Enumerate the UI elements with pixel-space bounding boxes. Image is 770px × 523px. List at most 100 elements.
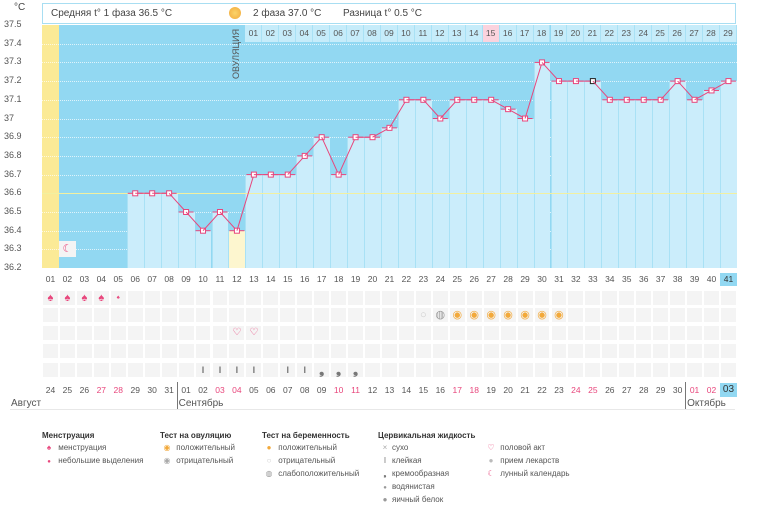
cycle-day-label: 22 bbox=[401, 274, 412, 284]
legend-item: ● водянистая bbox=[378, 482, 435, 491]
legend-title-pregnancy-test: Тест на беременность bbox=[262, 431, 350, 440]
date-label: 11 bbox=[351, 385, 360, 395]
symbol-cell bbox=[364, 343, 381, 359]
phase2-day-label: 05 bbox=[313, 25, 331, 42]
temp-bar bbox=[126, 193, 144, 268]
symbol-cell bbox=[550, 362, 568, 378]
symbol-cell bbox=[652, 325, 670, 341]
date-label: 03 bbox=[215, 385, 225, 395]
cycle-day-label: 12 bbox=[232, 274, 242, 284]
cycle-day-label: 09 bbox=[181, 274, 191, 284]
cycle-day-label: 16 bbox=[299, 274, 310, 284]
symbol-cell bbox=[516, 307, 534, 323]
temp-bar bbox=[550, 81, 568, 268]
symbol-cell bbox=[465, 307, 483, 323]
creamy-icon: ❟ bbox=[353, 362, 359, 377]
date-label: 03 bbox=[720, 383, 737, 397]
creamy-icon: ❟ bbox=[319, 362, 325, 377]
symbol-cell bbox=[703, 343, 720, 359]
y-tick-label: 37.4 bbox=[4, 37, 22, 48]
symbol-cell bbox=[601, 325, 619, 341]
menstruation-icon: ♠ bbox=[47, 292, 54, 304]
symbol-cell bbox=[584, 290, 602, 306]
month-label: Август bbox=[11, 398, 42, 409]
temp-bar bbox=[618, 99, 636, 268]
symbol-cell bbox=[92, 343, 110, 359]
symbol-cell bbox=[381, 325, 398, 341]
symbol-cell bbox=[431, 343, 449, 359]
symbol-cell bbox=[126, 307, 144, 323]
symbol-cell bbox=[75, 307, 93, 323]
symbol-cell bbox=[482, 290, 500, 306]
symbol-cell bbox=[42, 362, 59, 378]
symbol-cell bbox=[330, 290, 348, 306]
y-tick-label: 36.6 bbox=[4, 187, 22, 198]
date-label: 29 bbox=[130, 385, 140, 395]
legend-title-ovulation-test: Тест на овуляцию bbox=[160, 431, 232, 440]
temp-bar bbox=[279, 174, 297, 268]
symbol-cell bbox=[313, 325, 331, 341]
heart-icon: ♡ bbox=[487, 443, 495, 452]
symbol-cell bbox=[313, 362, 331, 378]
symbol-cell bbox=[160, 307, 178, 323]
cycle-day-label: 06 bbox=[130, 274, 140, 284]
temp-bar bbox=[482, 99, 500, 268]
line-segment bbox=[677, 80, 695, 101]
symbol-cell bbox=[160, 290, 178, 306]
line-segment bbox=[185, 211, 204, 232]
temp-point[interactable] bbox=[386, 124, 393, 131]
date-label: 18 bbox=[469, 385, 479, 395]
cycle-day-label: 35 bbox=[622, 274, 632, 284]
symbol-cell bbox=[330, 362, 348, 378]
symbol-cell bbox=[584, 362, 602, 378]
symbol-cell bbox=[211, 325, 229, 341]
symbol-cell bbox=[42, 290, 59, 306]
symbol-cell bbox=[228, 290, 246, 306]
symbol-cell bbox=[397, 307, 415, 323]
symbol-cell bbox=[431, 290, 449, 306]
symbol-cell bbox=[126, 290, 144, 306]
phase2-day-label: 15 bbox=[482, 25, 500, 42]
phase2-day-label: 26 bbox=[669, 25, 687, 42]
cycle-day-label: 41 bbox=[720, 273, 737, 286]
temp-point[interactable] bbox=[725, 78, 732, 85]
symbol-cell bbox=[686, 362, 704, 378]
temp-bar bbox=[347, 137, 365, 268]
menstruation-icon: ♠ bbox=[81, 292, 88, 304]
temp-bar bbox=[465, 99, 483, 268]
line-segment bbox=[524, 62, 543, 119]
phase2-day-label: 17 bbox=[516, 25, 534, 42]
symbol-cell bbox=[516, 290, 534, 306]
symbol-cell bbox=[109, 307, 127, 323]
symbol-cell bbox=[58, 343, 76, 359]
grid-line bbox=[42, 118, 737, 120]
symbol-cell bbox=[686, 343, 704, 359]
temp-difference: Разница t° 0.5 °C bbox=[343, 8, 423, 19]
cycle-day-label: 01 bbox=[45, 274, 56, 284]
cycle-day-label: 07 bbox=[147, 274, 157, 284]
symbol-cell bbox=[211, 343, 229, 359]
symbol-cell bbox=[279, 290, 297, 306]
symbol-cell bbox=[601, 290, 619, 306]
symbol-cell bbox=[42, 343, 59, 359]
menstruation-icon: ♠ bbox=[116, 295, 120, 301]
line-segment bbox=[219, 211, 238, 232]
symbol-cell bbox=[635, 290, 653, 306]
symbol-cell bbox=[516, 343, 534, 359]
phase2-day-label: 02 bbox=[262, 25, 280, 42]
symbol-cell bbox=[160, 362, 178, 378]
sticky-icon: I bbox=[383, 456, 387, 465]
line-segment bbox=[338, 136, 357, 175]
line-segment bbox=[592, 80, 611, 101]
date-label: 05 bbox=[249, 385, 259, 395]
symbol-cell bbox=[296, 325, 314, 341]
line-segment bbox=[202, 211, 221, 232]
date-label: 10 bbox=[333, 385, 344, 395]
phase2-day-label: 27 bbox=[686, 25, 704, 42]
symbol-cell bbox=[397, 343, 415, 359]
symbol-cell bbox=[533, 290, 551, 306]
cycle-day-label: 34 bbox=[605, 274, 615, 284]
symbol-cell bbox=[262, 343, 280, 359]
cycle-day-label: 38 bbox=[672, 274, 683, 284]
